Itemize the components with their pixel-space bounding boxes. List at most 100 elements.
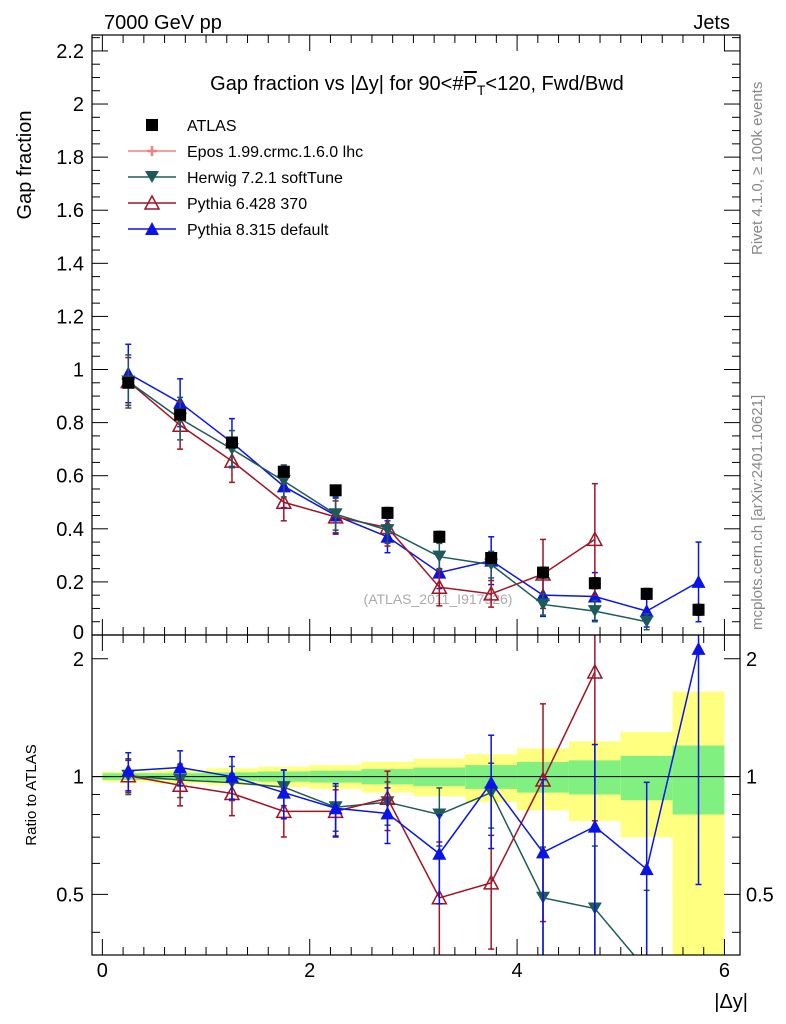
series-line-3 [127,380,596,595]
ratio-point [224,769,239,783]
legend-marker [143,194,161,210]
data-point [537,566,550,579]
legend-label: Epos 1.99.crmc.1.6.0 lhc [187,144,363,161]
header-right: Jets [693,12,730,34]
legend-marker [146,119,158,131]
data-point [485,552,498,565]
ratio-tick-label: 2 [73,649,84,671]
ratio-tick-label: 0.5 [56,884,84,906]
main-series-layer [120,343,706,631]
y-tick-label: 1.8 [56,147,84,169]
data-point [587,589,602,603]
legend-entry: Pythia 8.315 default [128,222,329,239]
legend-label: Pythia 8.315 default [187,222,329,239]
y-tick-label: 1.4 [56,253,84,275]
data-point [536,598,551,611]
data-point [381,506,394,519]
ratio-frame [91,634,741,956]
y-tick-label: 0.4 [56,519,84,541]
x-axis-label: |Δy| [714,991,748,1013]
chart-title: Gap fraction vs |Δy| for 90<#PT<120, Fwd… [210,73,624,98]
data-point [482,585,500,601]
data-point [587,605,602,618]
legend-marker [145,171,159,183]
data-point [433,530,446,543]
y-axis-label: Gap fraction [14,111,36,220]
ratio-y-axis-label: Ratio to ATLAS [23,744,40,845]
data-point [432,550,447,563]
ratio-point [536,845,551,859]
y-tick-label: 0.2 [56,572,84,594]
data-point [277,465,290,478]
legend-marker [145,222,159,235]
series-line-2 [127,380,647,623]
x-tick-label: 2 [304,960,315,982]
header-left: 7000 GeV pp [104,12,222,34]
data-point [431,578,448,594]
legend-label: Herwig 7.2.1 softTune [187,170,343,187]
ratio-tick-label-right: 1 [746,767,757,789]
ratio-point [586,663,604,679]
x-tick-label: 0 [97,960,108,982]
legend-entry: Herwig 7.2.1 softTune [128,170,343,187]
data-point [639,615,654,628]
ratio-point [328,801,343,815]
ratio-tick-label: 1 [73,767,84,789]
data-point [692,603,705,616]
data-point [225,436,238,449]
ratio-line-4 [128,648,700,871]
y-tick-label: 0 [73,622,84,644]
legend-marker [147,146,157,156]
y-tick-label: 2.2 [56,41,84,63]
ratio-point [173,760,188,774]
ratio-point [484,775,499,789]
mcplots-label: mcplots.cern.ch [arXiv:2401.10621] [749,395,766,630]
rivet-label: Rivet 4.1.0, ≥ 100k events [749,82,766,255]
ratio-point [482,874,500,890]
legend-label: Pythia 6.428 370 [187,196,307,213]
data-point [122,376,135,389]
ratio-point [380,806,395,820]
data-point [380,524,395,537]
legend-entry: Epos 1.99.crmc.1.6.0 lhc [128,144,363,161]
ratio-uncertainty-bands [92,691,740,955]
analysis-watermark: (ATLAS_2011_I917526) [364,591,513,607]
axes-layer: 0.2 0.4 0.6 0.8 1 1.2 1.4 1.6 1.8 2 2.2 0 0 2 4 6 0.5 0.5… [56,34,774,982]
y-tick-label: 1 [73,360,84,382]
ratio-point [639,862,654,876]
ratio-point [640,964,654,976]
series-line-4 [127,372,699,612]
legend-entry: ATLAS [146,118,237,135]
data-point [276,475,291,488]
ratio-point [432,846,447,860]
data-point [586,530,604,547]
y-tick-label: 1.2 [56,306,84,328]
y-tick-label: 1.6 [56,200,84,222]
data-point [639,604,654,618]
y-tick-label: 0.8 [56,413,84,435]
data-point [174,408,187,421]
y-tick-label: 0.6 [56,466,84,488]
ratio-point [171,776,189,793]
x-tick-label: 4 [512,960,523,982]
ratio-tick-label-right: 0.5 [746,884,774,906]
data-point [691,574,706,588]
data-point [640,587,653,600]
data-point [275,493,293,510]
data-point [329,484,342,497]
data-point [328,508,343,521]
ratio-point [587,819,602,833]
ratio-point [276,785,291,799]
y-tick-label: 2 [73,94,84,116]
ratio-point [121,763,136,777]
ratio-series-layer [120,635,706,976]
legend-label: ATLAS [187,118,237,135]
x-tick-label: 6 [719,960,730,982]
legend: ATLAS Epos 1.99.crmc.1.6.0 lhc Herwig 7.2.… [128,118,363,239]
ratio-line-3 [128,671,596,899]
data-point [588,577,601,590]
ratio-point [691,641,706,655]
ratio-tick-label-right: 2 [746,649,757,671]
legend-entry: Pythia 6.428 370 [128,194,307,213]
